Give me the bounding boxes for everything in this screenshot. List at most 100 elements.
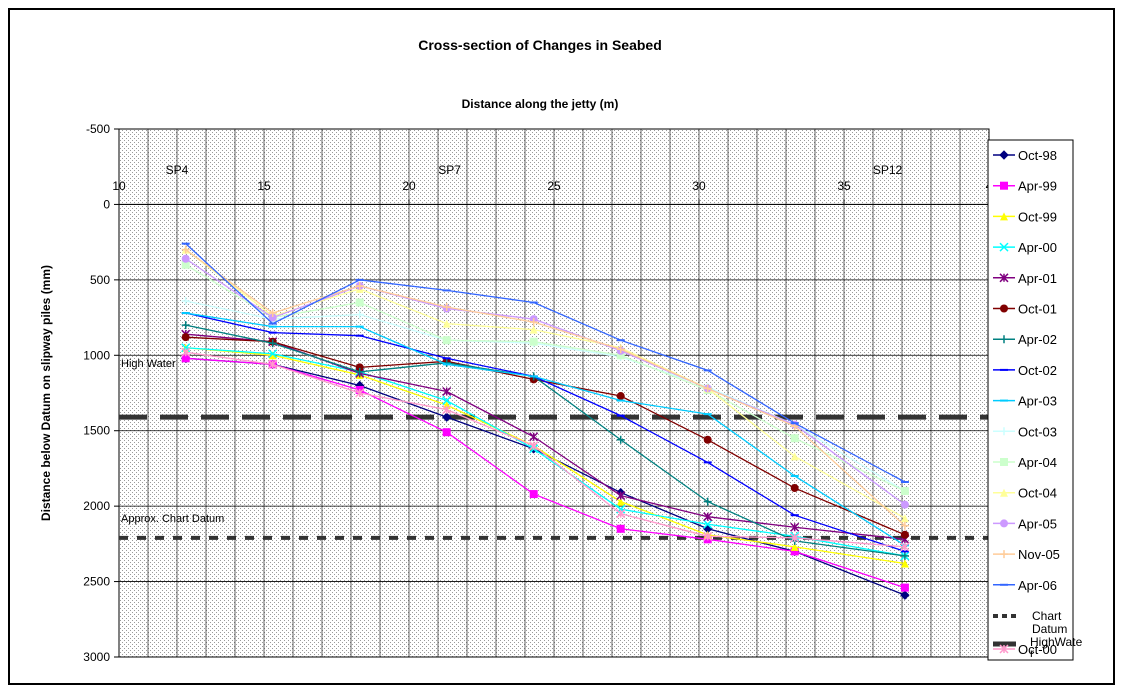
data-point — [268, 359, 278, 369]
series-apr-03 — [181, 312, 909, 547]
legend-label: Oct-99 — [1018, 209, 1057, 224]
data-point — [1000, 181, 1008, 190]
data-point — [529, 325, 538, 334]
series-oct-00 — [181, 347, 910, 552]
data-series — [180, 242, 910, 600]
data-point — [790, 547, 799, 556]
data-point — [900, 500, 909, 509]
data-point — [529, 337, 538, 346]
x-tick-label: 10 — [112, 179, 126, 193]
data-point — [999, 644, 1009, 654]
legend-label: Apr-04 — [1018, 455, 1057, 470]
data-point — [616, 435, 625, 444]
legend-label: Chart Datum — [1032, 609, 1067, 636]
legend-label: Apr-03 — [1018, 394, 1057, 409]
data-point — [900, 487, 909, 496]
y-tick-label: 500 — [90, 273, 110, 287]
legend-label: Oct-03 — [1018, 424, 1057, 439]
data-point — [1000, 458, 1008, 466]
legend-entry: Nov-05 — [993, 547, 1060, 562]
data-point — [181, 354, 190, 363]
legend-label: Apr-00 — [1018, 240, 1057, 255]
data-point — [1000, 212, 1008, 221]
legend-label: Oct-02 — [1018, 363, 1057, 378]
data-point — [529, 318, 538, 327]
legend-entry: Oct-98 — [993, 148, 1057, 163]
data-point — [442, 303, 451, 312]
chart-title: Cross-section of Changes in Seabed — [418, 37, 662, 53]
data-point — [355, 298, 364, 307]
data-point — [181, 245, 190, 254]
legend-entry: Apr-01 — [993, 271, 1057, 286]
legend-entry: Apr-00 — [993, 240, 1057, 255]
annotation-label: Approx. Chart Datum — [121, 513, 224, 525]
data-point — [442, 428, 451, 437]
data-point — [442, 405, 452, 415]
data-point — [442, 336, 451, 345]
legend-label: Apr-99 — [1018, 179, 1057, 194]
data-point — [999, 150, 1009, 160]
data-point — [703, 384, 712, 393]
y-tick-label: 0 — [103, 197, 110, 211]
data-point — [442, 386, 452, 397]
legend-entry: Oct-00 — [993, 642, 1057, 657]
legend-label: Apr-06 — [1018, 578, 1057, 593]
data-point — [900, 559, 909, 568]
y-tick-label: 2500 — [83, 575, 110, 589]
data-point — [900, 521, 909, 530]
data-point — [529, 432, 539, 442]
data-point — [355, 310, 364, 319]
legend-entry: HighWate r — [993, 635, 1083, 660]
x-tick-label: 30 — [692, 179, 706, 193]
x-tick-label: 15 — [257, 179, 271, 193]
data-point — [900, 551, 909, 560]
legend-entry: Oct-01 — [993, 302, 1057, 317]
legend-label: Apr-02 — [1018, 332, 1057, 347]
data-point — [442, 319, 451, 328]
data-point — [1000, 427, 1008, 436]
data-point — [900, 530, 909, 539]
series-apr-06 — [181, 242, 909, 484]
data-point — [790, 452, 799, 461]
data-point — [616, 491, 626, 501]
pile-label: SP4 — [166, 163, 189, 177]
y-tick-label: 1500 — [83, 424, 110, 438]
data-point — [529, 490, 538, 499]
data-point — [355, 363, 364, 372]
legend-label: Oct-00 — [1018, 642, 1057, 657]
data-point — [355, 388, 365, 398]
axes: -500 0 500 1000 1500 2000 2500 3000 10 15 20 25 30 35… — [83, 122, 992, 664]
annotation-label: High Water — [121, 358, 176, 370]
data-point — [703, 435, 712, 444]
data-point — [900, 590, 910, 600]
legend-label: Apr-01 — [1018, 271, 1057, 286]
data-point — [268, 349, 278, 359]
legend-entry: Chart Datum — [993, 609, 1067, 636]
reference-lines — [119, 414, 989, 540]
data-point — [999, 242, 1009, 252]
data-point — [790, 522, 800, 532]
legend-entry: Apr-03 — [993, 394, 1057, 409]
legend-entry: Oct-02 — [993, 363, 1057, 378]
data-point — [268, 351, 277, 360]
legend-label: Oct-98 — [1018, 148, 1057, 163]
y-axis-label: Distance below Datum on slipway piles (m… — [39, 265, 53, 521]
data-point — [268, 313, 277, 322]
data-point — [441, 412, 452, 422]
data-point — [529, 441, 539, 451]
data-point — [1000, 304, 1008, 313]
data-point — [900, 583, 909, 592]
x-axis-label: Distance along the jetty (m) — [462, 97, 619, 111]
data-point — [181, 333, 190, 342]
pile-label: SP7 — [438, 163, 461, 177]
data-point — [1000, 550, 1008, 559]
data-point — [900, 542, 910, 552]
data-point — [181, 321, 190, 330]
x-tick-label: 20 — [402, 179, 416, 193]
legend-entry: Apr-06 — [993, 578, 1057, 593]
data-point — [703, 512, 713, 522]
data-point — [181, 296, 190, 305]
y-tick-label: 3000 — [83, 650, 110, 664]
x-tick-label: 25 — [547, 179, 561, 193]
